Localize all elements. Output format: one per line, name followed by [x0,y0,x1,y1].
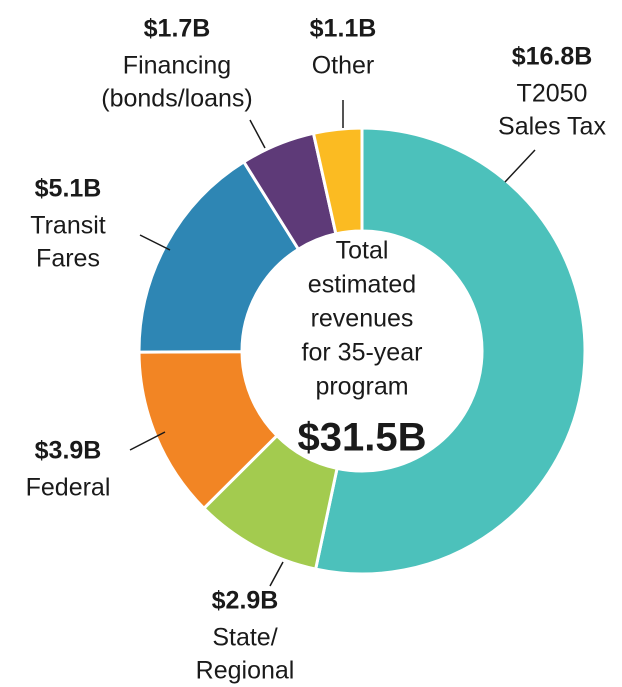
donut-segment [311,126,364,236]
value-label: $16.8B [512,43,593,71]
category-label: Financing [123,52,231,80]
center-text: estimated [308,271,416,299]
category-label: Other [312,52,375,80]
category-label: Federal [26,474,111,502]
category-label: (bonds/loans) [101,85,252,113]
category-label: Transit [30,212,106,240]
value-label: $1.7B [144,15,211,43]
category-label: Fares [36,245,100,273]
value-label: $5.1B [35,175,102,203]
category-label: T2050 [517,80,588,108]
center-text: for 35-year [302,339,423,367]
value-label: $1.1B [310,15,377,43]
leader-line [249,119,266,149]
leader-line [504,149,536,183]
leader-line [139,234,171,251]
center-value: $31.5B [298,416,427,460]
value-label: $3.9B [35,437,102,465]
category-label: Sales Tax [498,113,606,141]
leader-line [129,431,166,451]
center-text: program [315,373,408,401]
category-label: Regional [196,657,295,685]
donut-segment [313,126,587,576]
leader-line [269,561,284,587]
category-label: State/ [212,624,277,652]
donut-segment [137,159,301,354]
center-text: revenues [311,305,414,333]
value-label: $2.9B [212,587,279,615]
center-text: Total [336,237,389,265]
